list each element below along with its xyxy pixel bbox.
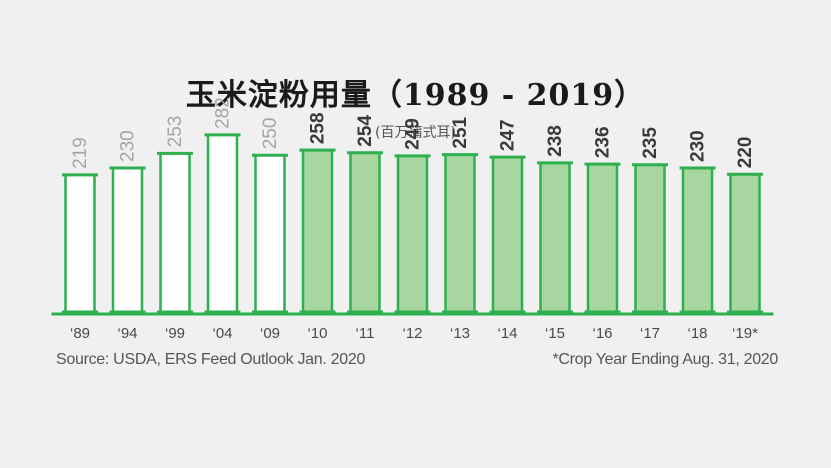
category-label-4: ‘09: [260, 325, 280, 342]
source-note: Source: USDA, ERS Feed Outlook Jan. 2020: [56, 351, 366, 368]
value-label-5: 258: [308, 112, 329, 144]
bar-14: [729, 173, 761, 316]
value-label-3: 282: [213, 97, 234, 129]
value-label-4: 250: [260, 118, 281, 150]
value-label-10: 238: [545, 125, 566, 157]
category-label-6: ‘11: [356, 325, 375, 342]
value-label-9: 247: [498, 119, 519, 151]
bar-12: [634, 163, 666, 316]
value-label-0: 219: [70, 137, 91, 169]
category-label-14: ‘19*: [732, 325, 758, 342]
category-label-3: ‘04: [212, 325, 232, 342]
bar-10: [539, 161, 571, 316]
value-label-13: 230: [688, 130, 709, 162]
bar-4: [254, 154, 286, 316]
category-label-2: ‘99: [165, 325, 185, 342]
value-label-11: 236: [593, 126, 614, 158]
chart-title: 玉米淀粉用量（1989 - 2019）: [185, 78, 646, 113]
category-label-12: ‘17: [640, 325, 660, 342]
bar-0: [64, 173, 96, 316]
category-label-8: ‘13: [450, 325, 470, 342]
bar-6: [349, 151, 381, 316]
category-label-9: ‘14: [497, 325, 517, 342]
value-label-12: 235: [640, 127, 661, 159]
category-label-11: ‘16: [592, 325, 612, 342]
bar-8: [444, 153, 476, 316]
bar-13: [681, 166, 714, 316]
category-label-7: ‘12: [402, 325, 422, 342]
value-label-2: 253: [165, 116, 186, 148]
category-label-13: ‘18: [687, 325, 707, 342]
value-label-14: 220: [735, 137, 756, 169]
category-label-5: ‘10: [307, 325, 327, 342]
bar-2: [159, 152, 191, 316]
value-label-7: 249: [403, 118, 424, 150]
bar-3: [206, 133, 239, 316]
category-label-1: ‘94: [117, 325, 137, 342]
bar-1: [111, 166, 144, 316]
value-label-6: 254: [355, 115, 376, 147]
footnote: *Crop Year Ending Aug. 31, 2020: [552, 351, 778, 368]
value-label-1: 230: [118, 130, 139, 162]
bar-11: [586, 162, 619, 316]
chart-subtitle: (百万蒲式耳): [375, 125, 456, 141]
bar-7: [396, 154, 429, 316]
category-label-10: ‘15: [545, 325, 565, 342]
bar-5: [301, 148, 334, 316]
category-label-0: ‘89: [70, 325, 90, 342]
bar-9: [491, 155, 524, 316]
value-label-8: 251: [450, 116, 471, 148]
